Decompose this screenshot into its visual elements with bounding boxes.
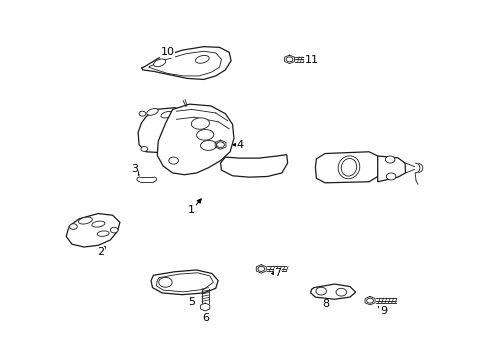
Text: 6: 6 <box>202 313 209 323</box>
Ellipse shape <box>195 55 209 63</box>
Text: 9: 9 <box>379 306 386 315</box>
Ellipse shape <box>146 109 158 115</box>
Text: 7: 7 <box>274 269 281 279</box>
Circle shape <box>386 173 395 180</box>
Ellipse shape <box>153 59 165 67</box>
Ellipse shape <box>168 123 179 129</box>
Circle shape <box>315 287 326 295</box>
Circle shape <box>110 227 118 233</box>
Text: 2: 2 <box>97 247 104 257</box>
Ellipse shape <box>92 221 105 227</box>
Ellipse shape <box>337 156 359 179</box>
Ellipse shape <box>200 140 216 150</box>
Text: 11: 11 <box>304 55 318 65</box>
Circle shape <box>257 266 264 271</box>
Circle shape <box>366 298 373 303</box>
Text: 4: 4 <box>236 140 243 150</box>
Circle shape <box>335 288 346 296</box>
Circle shape <box>159 277 172 287</box>
Ellipse shape <box>162 135 173 140</box>
Polygon shape <box>151 270 218 294</box>
Circle shape <box>141 147 147 152</box>
Text: 1: 1 <box>188 205 195 215</box>
Polygon shape <box>377 156 405 182</box>
Circle shape <box>285 57 292 62</box>
Polygon shape <box>141 47 231 80</box>
Circle shape <box>385 156 394 163</box>
Polygon shape <box>315 152 378 183</box>
Text: 5: 5 <box>188 297 195 307</box>
Polygon shape <box>66 213 120 247</box>
Ellipse shape <box>97 231 109 237</box>
Ellipse shape <box>341 158 356 176</box>
Polygon shape <box>157 104 233 175</box>
Circle shape <box>168 157 178 164</box>
Text: 3: 3 <box>130 165 138 174</box>
Ellipse shape <box>196 130 213 140</box>
Ellipse shape <box>191 118 209 129</box>
Polygon shape <box>310 284 355 299</box>
Ellipse shape <box>79 217 92 224</box>
Circle shape <box>139 111 145 116</box>
Circle shape <box>216 142 224 148</box>
Ellipse shape <box>161 112 172 118</box>
Polygon shape <box>138 108 186 153</box>
Polygon shape <box>220 154 287 177</box>
Circle shape <box>69 224 77 229</box>
Text: 10: 10 <box>161 47 175 57</box>
Text: 8: 8 <box>322 299 329 309</box>
